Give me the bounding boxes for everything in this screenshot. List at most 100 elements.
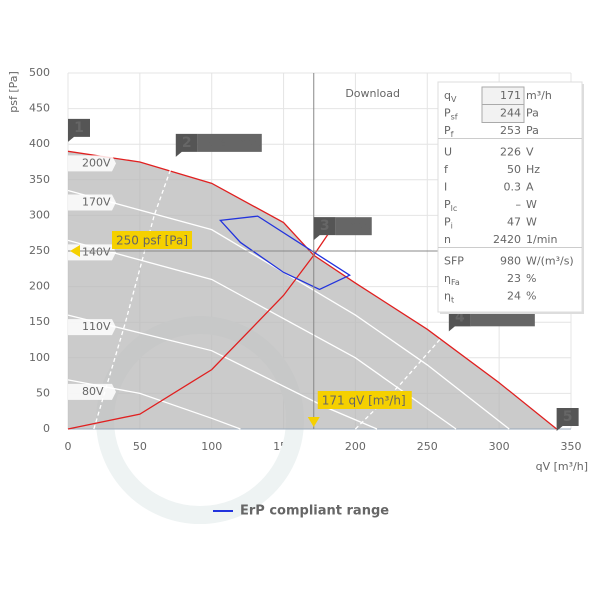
panel-symbol-sub: sf [451, 112, 458, 121]
panel-symbol: qV [444, 89, 457, 104]
panel-unit: Pa [526, 124, 539, 137]
marker-tag [175, 133, 198, 157]
panel-symbol-main: η [444, 272, 451, 285]
panel-symbol: ηFa [444, 272, 460, 287]
x-tick-label: 50 [133, 440, 147, 453]
panel-value: 2420 [493, 233, 521, 246]
y-tick-label: 50 [36, 386, 50, 399]
panel-symbol: ηt [444, 290, 454, 305]
panel-symbol: Pf [444, 124, 454, 139]
panel-symbol: f [444, 163, 449, 176]
marker-number: 5 [563, 409, 573, 425]
download-link[interactable]: Download [345, 87, 400, 100]
panel-unit: W/(m³/s) [526, 255, 574, 268]
marker-text-box [335, 217, 372, 236]
y-pointer [70, 245, 80, 257]
panel-symbol: I [444, 181, 447, 194]
panel-symbol: Psf [444, 107, 458, 122]
x-tick-label: 250 [417, 440, 438, 453]
panel-unit: 1/min [526, 233, 557, 246]
y-tick-label: 300 [29, 208, 50, 221]
marker-text: ηmax [340, 219, 371, 232]
panel-symbol-sub: t [451, 295, 454, 304]
curve-label: 140V [82, 245, 111, 258]
panel-value: 50 [507, 163, 521, 176]
panel-symbol-sub: lc [451, 204, 458, 213]
panel-symbol-main: P [444, 107, 451, 120]
marker-tag [68, 118, 90, 142]
panel-value: – [516, 198, 522, 211]
marker-text: 70% ηmax [202, 136, 261, 149]
panel-symbol-main: P [444, 216, 451, 229]
marker-tag [556, 408, 579, 431]
panel-unit: % [526, 272, 536, 285]
panel-symbol-main: I [444, 181, 447, 194]
panel-value: 244 [500, 107, 521, 120]
curve-label: 200V [82, 156, 111, 169]
panel-symbol: n [444, 233, 451, 246]
panel-symbol-main: n [444, 233, 451, 246]
x-axis-title: qV [m³/h] [536, 460, 588, 473]
x-crosshair-label: 171 qV [m³/h] [322, 394, 406, 408]
panel-value: 0.3 [504, 181, 522, 194]
curve [67, 189, 510, 430]
curve [67, 225, 335, 430]
curve-label-box [68, 155, 116, 172]
panel-symbol-sub: Fa [451, 278, 460, 287]
marker-number: 4 [455, 309, 465, 325]
panel-value: 23 [507, 272, 521, 285]
panel-unit: Pa [526, 107, 539, 120]
panel-value: 47 [507, 216, 521, 229]
x-tick-label: 300 [489, 440, 510, 453]
x-tick-label: 0 [65, 440, 72, 453]
panel-input[interactable] [481, 104, 525, 123]
panel-unit: m³/h [526, 89, 552, 102]
curve-label-box [68, 383, 116, 400]
erp-region [219, 215, 352, 291]
x-pointer [307, 417, 320, 427]
panel-symbol: Pi [444, 216, 453, 231]
curve [67, 314, 378, 430]
y-crosshair-label: 250 psf [Pa] [116, 234, 188, 248]
panel-unit: W [526, 198, 537, 211]
y-axis-title: psf [Pa] [7, 71, 20, 113]
y-tick-label: 200 [29, 280, 50, 293]
panel-symbol-sub: f [451, 130, 454, 139]
y-tick-label: 250 [29, 244, 50, 257]
panel-unit: % [526, 290, 536, 303]
panel-symbol-main: SFP [444, 255, 464, 268]
x-tick-label: 350 [561, 440, 582, 453]
panel-symbol-sub: i [451, 221, 453, 230]
panel-value: 980 [500, 255, 521, 268]
panel-value: 24 [507, 290, 521, 303]
y-tick-label: 350 [29, 173, 50, 186]
marker-text-box [197, 133, 262, 152]
curve-label: 170V [82, 195, 111, 208]
panel-symbol-main: U [444, 146, 452, 159]
panel-symbol: Plc [444, 198, 457, 213]
y-tick-label: 100 [29, 351, 50, 364]
y-tick-label: 0 [43, 422, 50, 435]
panel-symbol-main: q [444, 89, 451, 102]
legend-label: ErP compliant range [240, 504, 389, 519]
panel-value: 171 [500, 89, 521, 102]
x-tick-label: 200 [345, 440, 366, 453]
panel-symbol: SFP [444, 255, 464, 268]
panel-unit: V [526, 146, 534, 159]
marker-number: 3 [320, 218, 330, 234]
y-label-box [112, 231, 192, 249]
panel-symbol-sub: V [451, 95, 457, 104]
x-tick-label: 100 [201, 440, 222, 453]
marker-number: 2 [182, 135, 192, 151]
curve [93, 154, 177, 430]
panel-value: 253 [500, 124, 521, 137]
curve-label-box [68, 194, 116, 211]
x-label-box [317, 391, 412, 409]
y-tick-label: 450 [29, 102, 50, 115]
panel-symbol-main: η [444, 290, 451, 303]
curve-label: 80V [82, 385, 104, 398]
curve-label: 110V [82, 320, 111, 333]
y-tick-label: 500 [29, 66, 50, 79]
panel-symbol: U [444, 146, 452, 159]
